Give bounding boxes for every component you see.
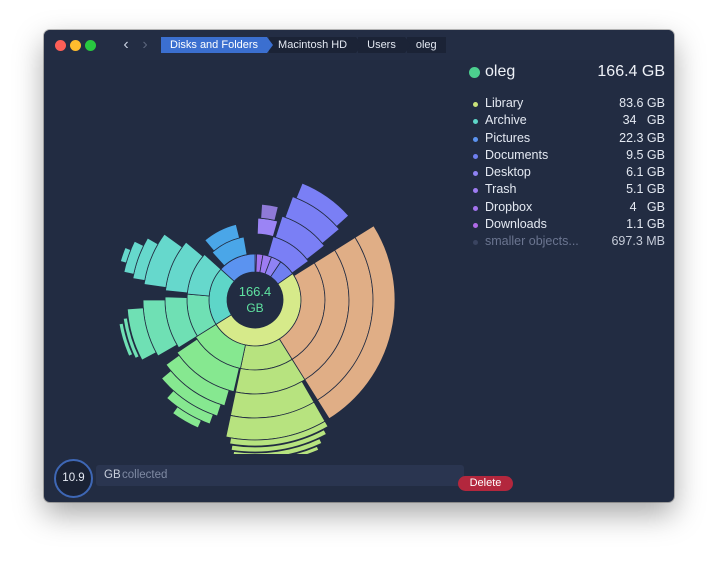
- dot-icon: [473, 171, 478, 177]
- legend-item-desktop[interactable]: Desktop 6.1 GB: [469, 165, 665, 182]
- center-total-unit: GB: [246, 301, 263, 315]
- legend-item-label: Trash: [485, 182, 517, 197]
- legend-item-label: Library: [485, 96, 524, 110]
- collected-label: collected: [122, 469, 168, 481]
- legend-item-label: Desktop: [485, 165, 531, 180]
- sunburst-segments[interactable]: [118, 182, 396, 454]
- legend-item-size: 22.3 GB: [619, 130, 665, 145]
- forward-chevron-icon[interactable]: ›: [142, 36, 148, 53]
- legend-item-smaller-objects[interactable]: smaller objects... 697.3 MB: [469, 234, 665, 251]
- dot-icon: [473, 153, 478, 159]
- segment-archive-a-l6[interactable]: [122, 317, 140, 359]
- legend-item-downloads[interactable]: Downloads 1.1 GB: [469, 217, 665, 234]
- legend-item-size: 6.1 GB: [626, 165, 665, 180]
- legend-item-label: Downloads: [485, 217, 547, 232]
- dot-icon: [473, 136, 478, 142]
- segment-library-b-l6[interactable]: [229, 420, 329, 447]
- title-bar: ‹ › Disks and Folders Macintosh HD Users…: [44, 30, 674, 60]
- segment-library-c-l7[interactable]: [172, 406, 202, 429]
- legend-item-library[interactable]: Library 83.6 GB: [469, 96, 665, 113]
- back-chevron-icon[interactable]: ‹: [123, 36, 129, 53]
- app-window: ‹ › Disks and Folders Macintosh HD Users…: [44, 30, 674, 502]
- collected-drop-zone[interactable]: GB collected Delete: [96, 465, 513, 491]
- collected-amount-badge[interactable]: 10.9: [54, 459, 93, 498]
- legend-header[interactable]: oleg 166.4 GB: [469, 63, 665, 85]
- legend-item-label: smaller objects...: [485, 234, 579, 249]
- breadcrumb-oleg[interactable]: oleg: [406, 37, 446, 53]
- sunburst-chart[interactable]: 166.4 GB: [44, 60, 469, 454]
- dot-icon: [473, 223, 478, 229]
- legend-item-label: Pictures: [485, 130, 531, 145]
- segment-archive-a-l5[interactable]: [126, 307, 157, 361]
- center-hole: [227, 272, 283, 328]
- legend-item-size: 83.6 GB: [619, 96, 665, 110]
- segment-desktop-a-l3[interactable]: [260, 203, 279, 221]
- segment-desktop-a[interactable]: [256, 217, 279, 238]
- legend-item-label: Documents: [485, 147, 549, 162]
- legend-item-archive[interactable]: Archive 34 GB: [469, 113, 665, 130]
- size-legend: oleg 166.4 GB Library 83.6 GB Archive 34…: [469, 63, 665, 252]
- legend-item-size: 4 GB: [629, 199, 665, 214]
- segment-library-large-l5[interactable]: [316, 225, 396, 420]
- segment-archive-a-l7[interactable]: [118, 322, 134, 357]
- close-window-button[interactable]: [55, 40, 66, 51]
- legend-item-label: Archive: [485, 113, 527, 128]
- legend-item-dropbox[interactable]: Dropbox 4 GB: [469, 200, 665, 217]
- legend-item-size: 1.1 GB: [626, 217, 665, 232]
- minimize-window-button[interactable]: [70, 40, 81, 51]
- segment-archive-b-l7[interactable]: [119, 247, 132, 264]
- legend-item-label: Dropbox: [485, 199, 533, 214]
- breadcrumb: Disks and Folders Macintosh HD Users ole…: [161, 37, 448, 53]
- legend-item-size: 697.3 MB: [611, 234, 665, 249]
- dot-icon: [473, 240, 478, 246]
- legend-item-trash[interactable]: Trash 5.1 GB: [469, 182, 665, 199]
- center-total-value: 166.4: [239, 284, 272, 299]
- folder-color-dot-icon: [469, 67, 480, 78]
- delete-button[interactable]: Delete: [458, 476, 513, 491]
- legend-item-documents[interactable]: Documents 9.5 GB: [469, 148, 665, 165]
- legend-item-size: 9.5 GB: [626, 147, 665, 162]
- breadcrumb-users[interactable]: Users: [358, 37, 411, 53]
- dot-icon: [473, 119, 478, 125]
- breadcrumb-macintosh-hd[interactable]: Macintosh HD: [269, 37, 363, 53]
- legend-item-size: 5.1 GB: [626, 182, 665, 197]
- legend-item-size: 34 GB: [622, 113, 665, 128]
- collected-unit: GB: [104, 469, 121, 481]
- segment-library-b-l7[interactable]: [230, 429, 327, 453]
- segment-documents-a-l5[interactable]: [295, 182, 350, 227]
- segment-pictures-a-l3[interactable]: [204, 223, 241, 252]
- dot-icon: [473, 102, 478, 107]
- segment-library-b-l9[interactable]: [238, 445, 320, 454]
- legend-item-pictures[interactable]: Pictures 22.3 GB: [469, 131, 665, 148]
- breadcrumb-disks-and-folders[interactable]: Disks and Folders: [161, 37, 274, 53]
- segment-library-b-l8[interactable]: [232, 438, 323, 454]
- current-folder-size: 166.4 GB: [597, 63, 665, 80]
- zoom-window-button[interactable]: [85, 40, 96, 51]
- dot-icon: [473, 205, 478, 211]
- dot-icon: [473, 188, 478, 194]
- collection-bar: 10.9 GB collected Delete: [44, 454, 674, 502]
- current-folder-name: oleg: [485, 63, 516, 80]
